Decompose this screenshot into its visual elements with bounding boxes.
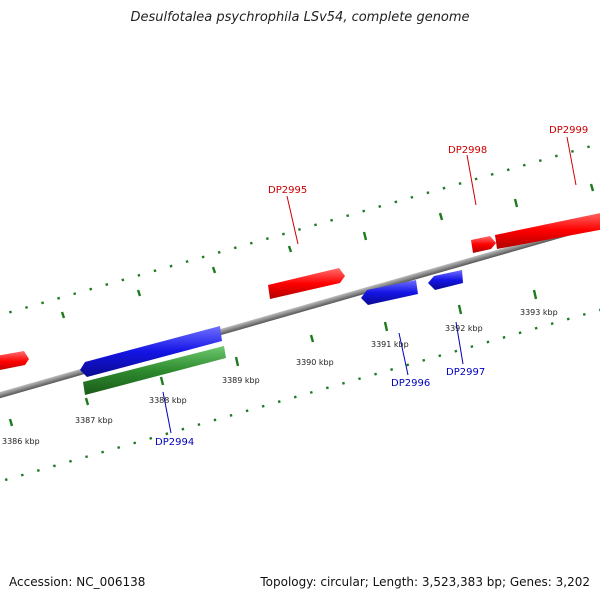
gene-arrow-forward[interactable] <box>0 351 29 372</box>
tick-major <box>532 289 538 300</box>
leader-dp2994 <box>162 391 172 434</box>
leader-dp2997 <box>455 321 464 365</box>
forward-genes <box>0 211 600 372</box>
genome-backbone <box>0 168 600 449</box>
scale-label: 3386 kbp <box>2 437 40 446</box>
gene-arrow-rna[interactable] <box>83 346 226 395</box>
forward-major-ticks <box>60 183 595 319</box>
scale-labels: 3386 kbp 3387 kbp 3388 kbp 3389 kbp 3390… <box>2 308 558 446</box>
scale-label: 3391 kbp <box>371 340 409 349</box>
backbone-group <box>0 168 600 449</box>
leader-dp2999 <box>566 136 577 186</box>
tick-major <box>60 311 66 319</box>
tick-major <box>362 231 368 241</box>
tick-major <box>211 266 217 274</box>
tick-major <box>84 397 90 406</box>
tick-major <box>513 198 519 208</box>
gene-label-dp2995[interactable]: DP2995 <box>268 185 307 196</box>
tick-major <box>438 212 444 221</box>
gene-labels: DP2995 DP2998 DP2999 DP2994 DP2996 DP299… <box>155 125 588 448</box>
gene-label-dp2994[interactable]: DP2994 <box>155 437 194 448</box>
tick-major <box>136 289 142 297</box>
gene-arrow-dp2994[interactable] <box>80 326 222 377</box>
scale-label: 3390 kbp <box>296 358 334 367</box>
scale-label: 3389 kbp <box>222 376 260 385</box>
genome-summary-text: Topology: circular; Length: 3,523,383 bp… <box>260 575 590 589</box>
gene-arrow-dp2998[interactable] <box>471 236 496 253</box>
leader-dp2996 <box>398 332 409 376</box>
scale-label: 3387 kbp <box>75 416 113 425</box>
gene-arrow-dp2999[interactable] <box>495 211 600 249</box>
leader-dp2995 <box>286 195 299 245</box>
tick-major <box>234 356 240 367</box>
scale-label: 3393 kbp <box>520 308 558 317</box>
scale-label: 3392 kbp <box>445 324 483 333</box>
tick-major <box>309 334 315 343</box>
gene-arrow-dp2995[interactable] <box>268 268 345 299</box>
tick-major <box>159 376 165 386</box>
tick-major <box>8 418 14 427</box>
gene-label-dp2996[interactable]: DP2996 <box>391 378 430 389</box>
gene-label-dp2998[interactable]: DP2998 <box>448 145 487 156</box>
tick-major <box>287 245 293 253</box>
gene-arrow-dp2997[interactable] <box>428 270 463 290</box>
reverse-major-ticks <box>8 289 538 427</box>
tick-major <box>457 304 463 315</box>
leader-dp2998 <box>466 154 477 206</box>
tick-major <box>383 321 389 332</box>
rna-genes <box>83 346 226 395</box>
gene-label-dp2999[interactable]: DP2999 <box>549 125 588 136</box>
scale-label: 3388 kbp <box>149 396 187 405</box>
tick-major <box>589 183 595 192</box>
label-leaders <box>162 136 577 434</box>
gene-label-dp2997[interactable]: DP2997 <box>446 367 485 378</box>
accession-text: Accession: NC_006138 <box>9 575 146 589</box>
reverse-genes <box>80 270 463 377</box>
genome-title: Desulfotalea psychrophila LSv54, complet… <box>130 10 470 25</box>
gene-arrow-dp2996[interactable] <box>361 280 418 305</box>
